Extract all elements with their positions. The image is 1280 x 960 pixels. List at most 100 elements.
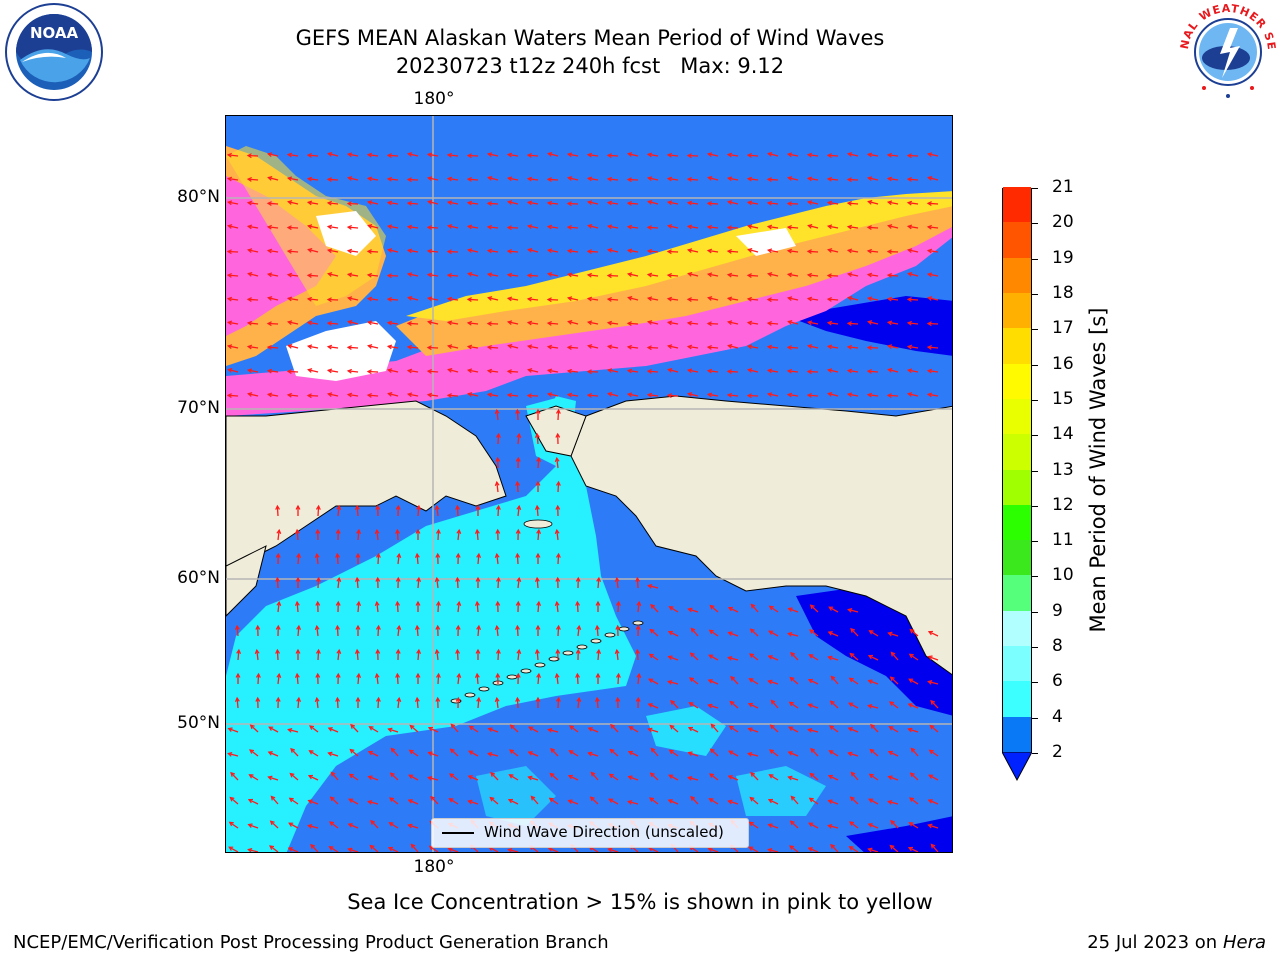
land-aleutian-island	[576, 644, 588, 650]
wave-direction-arrowhead	[666, 200, 673, 206]
wave-direction-arrowhead	[287, 847, 293, 852]
wave-direction-arrowhead	[335, 696, 341, 702]
wave-direction-arrowhead	[927, 679, 933, 685]
land-siberia-coast	[226, 545, 267, 617]
wave-direction-arrowhead	[906, 248, 913, 253]
wave-direction-arrow	[588, 177, 599, 181]
wave-direction-arrow	[628, 751, 639, 757]
colorbar-tick-mark	[1032, 399, 1038, 401]
wave-direction-arrow	[408, 774, 419, 781]
chart-title: GEFS MEAN Alaskan Waters Mean Period of …	[295, 26, 885, 50]
wave-direction-arrowhead	[847, 751, 853, 757]
wave-direction-arrow	[248, 848, 259, 852]
wave-direction-arrowhead	[909, 772, 915, 778]
wave-direction-arrow	[397, 553, 400, 565]
wave-direction-arrow	[428, 321, 439, 325]
wave-direction-arrowhead	[486, 248, 493, 254]
wave-direction-arrow	[928, 176, 939, 181]
wave-direction-arrowhead	[486, 344, 492, 350]
wave-direction-arrowhead	[749, 653, 755, 658]
wave-direction-arrowhead	[506, 176, 513, 182]
wave-direction-arrow	[308, 799, 319, 805]
wave-direction-arrowhead	[315, 600, 321, 606]
wave-direction-arrow	[708, 297, 719, 301]
wave-direction-arrow	[670, 700, 679, 709]
wave-direction-arrow	[608, 369, 619, 373]
wave-direction-arrow	[390, 772, 399, 781]
wave-direction-arrowhead	[246, 368, 253, 374]
colorbar-tick-label: 8	[1052, 636, 1063, 657]
wave-direction-arrow	[287, 394, 299, 397]
wave-direction-arrow	[328, 727, 339, 733]
wave-direction-arrowhead	[486, 272, 493, 278]
wave-direction-arrowhead	[786, 345, 792, 350]
wave-direction-arrow	[388, 201, 399, 205]
wave-direction-arrowhead	[487, 175, 493, 181]
wave-direction-arrow	[329, 846, 339, 852]
wave-direction-arrow	[308, 201, 319, 205]
wave-direction-arrowhead	[686, 176, 692, 182]
colorbar-tick-label: 16	[1052, 353, 1074, 374]
wave-direction-arrow	[577, 625, 580, 637]
wave-direction-arrow	[888, 201, 899, 205]
wave-direction-arrow	[768, 393, 779, 397]
wave-direction-arrow	[568, 775, 579, 781]
wave-direction-arrowhead	[230, 771, 236, 777]
wave-direction-arrowhead	[389, 797, 395, 802]
wave-direction-arrowhead	[515, 672, 521, 678]
wave-direction-arrowhead	[355, 624, 361, 630]
map-panel[interactable]	[225, 115, 953, 853]
wave-direction-arrowhead	[767, 679, 773, 685]
colorbar-tick-label: 21	[1052, 177, 1074, 197]
wave-direction-arrow	[267, 226, 279, 229]
wave-direction-arrow	[557, 553, 560, 565]
wave-direction-arrowhead	[766, 177, 772, 182]
wave-direction-arrow	[388, 369, 399, 373]
colorbar-segment	[1003, 469, 1031, 505]
wave-direction-arrow	[468, 345, 479, 349]
wave-direction-arrow	[887, 274, 899, 277]
wave-direction-arrow	[910, 772, 919, 781]
wave-direction-arrow	[477, 625, 480, 637]
wave-direction-arrowhead	[495, 456, 501, 462]
wave-direction-arrow	[488, 297, 499, 301]
wave-direction-arrowhead	[849, 821, 855, 826]
wave-direction-arrow	[848, 153, 859, 157]
wave-direction-arrowhead	[807, 727, 813, 733]
wave-direction-arrowhead	[686, 297, 692, 302]
wave-direction-arrow	[507, 370, 519, 373]
wave-direction-arrowhead	[386, 296, 392, 302]
wave-direction-arrow	[437, 601, 440, 613]
wave-direction-arrow	[848, 752, 859, 757]
wave-direction-arrowhead	[646, 368, 652, 374]
wave-direction-arrowhead	[748, 678, 754, 683]
wave-direction-arrow	[768, 848, 779, 852]
wave-direction-arrowhead	[788, 701, 794, 707]
wave-direction-arrowhead	[315, 672, 321, 678]
wave-direction-arrowhead	[515, 456, 521, 462]
wave-direction-arrow	[888, 298, 899, 301]
wave-direction-arrowhead	[336, 648, 342, 655]
wave-direction-arrow	[408, 226, 419, 229]
wave-direction-arrow	[329, 821, 339, 829]
wave-direction-arrowhead	[516, 432, 522, 439]
wave-direction-arrow	[527, 154, 539, 157]
wave-direction-arrow	[768, 249, 779, 253]
wave-direction-arrow	[467, 322, 479, 325]
wave-direction-arrow	[928, 153, 939, 157]
wave-direction-arrow	[637, 601, 640, 613]
wave-direction-arrow	[770, 724, 779, 733]
wave-direction-arrow	[248, 393, 259, 397]
wave-direction-arrowhead	[494, 624, 500, 631]
wave-direction-arrow	[416, 697, 419, 709]
wave-direction-arrowhead	[366, 296, 373, 302]
wave-direction-arrowhead	[727, 775, 733, 780]
wave-direction-arrow	[548, 249, 559, 253]
wave-direction-arrow	[248, 249, 259, 253]
wave-direction-arrow	[528, 321, 539, 325]
noaa-logo-text: NOAA	[30, 24, 79, 42]
wave-direction-arrow	[437, 673, 440, 685]
wave-direction-arrowhead	[567, 176, 573, 181]
wave-direction-arrowhead	[354, 576, 360, 582]
colorbar-segment	[1003, 186, 1031, 223]
